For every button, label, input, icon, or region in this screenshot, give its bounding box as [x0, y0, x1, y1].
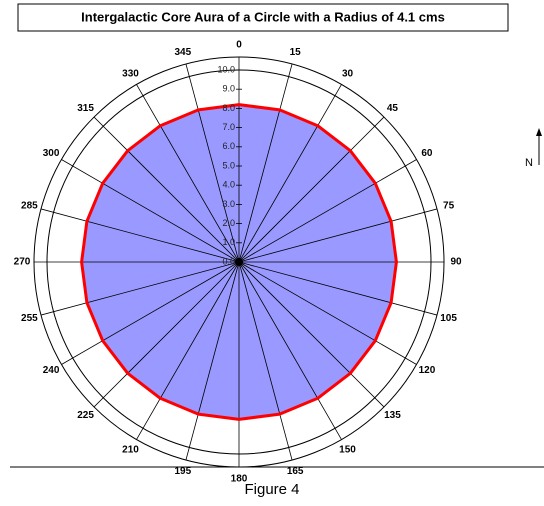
figure-caption: Figure 4: [244, 481, 299, 498]
r-tick-label: 0.0: [222, 256, 235, 266]
spoke: [40, 208, 240, 263]
r-tick-label: 2.0: [222, 218, 235, 228]
spoke: [136, 84, 240, 263]
spoke: [238, 261, 385, 408]
spoke: [93, 116, 240, 263]
title-box: [17, 3, 509, 32]
r-tick-label: 8.0: [222, 103, 235, 113]
angle-label: 180: [231, 474, 248, 485]
spoke: [61, 261, 240, 365]
spoke: [238, 63, 293, 263]
angle-label: 90: [450, 257, 462, 268]
r-tick-label: 5.0: [222, 160, 235, 170]
angle-label: 270: [14, 257, 31, 268]
spoke: [40, 261, 240, 316]
spoke: [238, 261, 342, 440]
spoke: [238, 208, 438, 263]
angle-label: 15: [290, 47, 302, 58]
north-label: N: [525, 157, 533, 169]
spoke: [238, 84, 342, 263]
angle-label: 120: [419, 365, 436, 376]
angle-label: 60: [421, 148, 433, 159]
center-dot: [235, 258, 243, 266]
angle-label: 240: [43, 365, 60, 376]
r-tick-label: 3.0: [222, 199, 235, 209]
chart-title: Intergalactic Core Aura of a Circle with…: [81, 9, 445, 24]
r-tick-label: 1.0: [222, 237, 235, 247]
r-tick-label: 4.0: [222, 180, 235, 190]
spoke: [238, 261, 293, 461]
spoke: [238, 159, 417, 263]
spoke: [136, 261, 240, 440]
angle-label: 105: [440, 313, 457, 324]
spoke: [61, 159, 240, 263]
angle-label: 30: [342, 69, 354, 80]
angle-label: 300: [43, 148, 60, 159]
spoke: [185, 261, 240, 461]
spoke: [185, 63, 240, 263]
spoke: [238, 261, 417, 365]
angle-label: 330: [122, 69, 139, 80]
angle-label: 255: [21, 313, 38, 324]
spoke: [238, 261, 438, 316]
angle-label: 165: [287, 466, 304, 477]
angle-label: 0: [236, 40, 242, 51]
spoke: [238, 116, 385, 263]
spoke: [93, 261, 240, 408]
r-tick-label: 7.0: [222, 122, 235, 132]
angle-label: 45: [387, 103, 399, 114]
data-line: [80, 103, 398, 421]
angle-label: 225: [77, 410, 94, 421]
angle-label: 75: [443, 200, 455, 211]
north-arrow-head: [536, 128, 542, 136]
r-tick-label: 9.0: [222, 84, 235, 94]
angle-label: 315: [77, 103, 94, 114]
angle-label: 135: [384, 410, 401, 421]
angle-label: 210: [122, 445, 139, 456]
angle-label: 285: [21, 200, 38, 211]
angle-label: 150: [339, 445, 356, 456]
angle-label: 345: [174, 47, 191, 58]
r-tick-label: 6.0: [222, 141, 235, 151]
r-tick-label: 10.0: [217, 64, 235, 74]
angle-label: 195: [174, 466, 191, 477]
